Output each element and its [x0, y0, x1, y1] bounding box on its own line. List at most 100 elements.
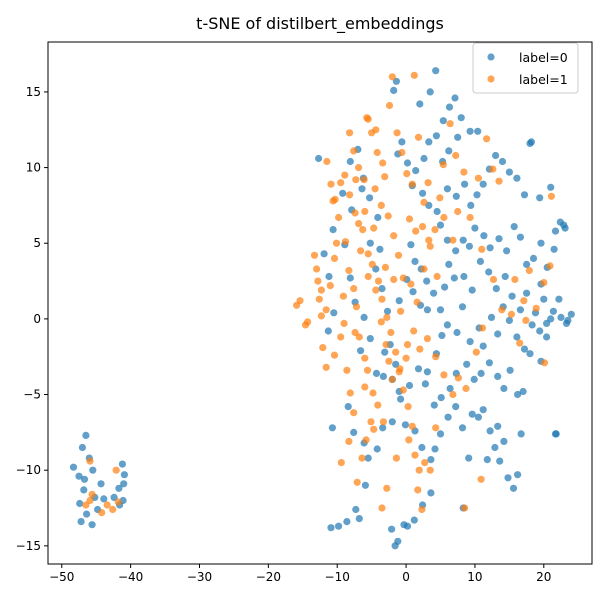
data-point-label-0	[414, 365, 423, 373]
data-point-label-1	[516, 339, 524, 347]
data-point-label-1	[388, 73, 396, 81]
data-point-label-1	[372, 286, 380, 294]
data-point-label-1	[525, 266, 533, 275]
data-point-label-1	[335, 213, 343, 222]
data-point-label-0	[419, 189, 427, 197]
data-point-label-1	[460, 168, 468, 176]
data-point-label-0	[526, 139, 534, 147]
data-point-label-1	[109, 505, 117, 514]
legend-marker-label-1	[487, 75, 495, 83]
data-point-label-1	[413, 298, 421, 306]
data-point-label-1	[489, 165, 497, 173]
data-point-label-1	[364, 250, 372, 258]
data-point-label-0	[443, 321, 451, 329]
data-point-label-0	[439, 117, 447, 125]
data-point-label-1	[478, 324, 487, 332]
data-point-label-1	[418, 505, 426, 514]
data-point-label-0	[517, 430, 525, 438]
data-point-label-0	[540, 295, 548, 303]
data-point-label-0	[436, 306, 445, 314]
data-point-label-0	[495, 235, 503, 243]
data-point-label-0	[355, 515, 363, 523]
data-point-label-0	[520, 345, 529, 353]
data-point-label-1	[373, 148, 381, 157]
data-point-label-0	[427, 489, 435, 497]
data-point-label-0	[483, 456, 491, 464]
data-point-label-0	[437, 394, 445, 402]
data-point-label-0	[110, 493, 118, 501]
data-point-label-1	[355, 164, 363, 172]
data-point-label-1	[313, 265, 321, 273]
data-point-label-0	[420, 154, 428, 163]
data-point-label-1	[390, 232, 398, 240]
data-point-label-1	[345, 266, 353, 275]
data-point-label-1	[370, 425, 378, 433]
data-point-label-0	[423, 368, 431, 376]
data-point-label-0	[381, 348, 389, 356]
data-point-label-0	[436, 221, 445, 229]
data-point-label-0	[445, 260, 453, 268]
data-point-label-1	[454, 374, 462, 382]
data-point-label-0	[520, 191, 529, 199]
data-point-label-0	[465, 242, 473, 250]
x-tick-label: −30	[187, 570, 212, 584]
data-point-label-1	[383, 313, 391, 321]
data-point-label-1	[330, 254, 339, 262]
series-label-0	[69, 67, 575, 550]
data-point-label-0	[503, 247, 511, 255]
data-point-label-1	[378, 504, 386, 512]
data-point-label-1	[424, 179, 432, 187]
data-point-label-1	[368, 260, 376, 268]
data-point-label-1	[410, 71, 418, 79]
data-point-label-0	[432, 67, 440, 75]
data-point-label-0	[504, 474, 512, 482]
data-point-label-1	[392, 454, 400, 462]
data-point-label-1	[359, 226, 367, 234]
data-point-label-1	[546, 262, 554, 270]
data-point-label-1	[329, 197, 337, 205]
data-point-label-1	[390, 275, 398, 284]
data-point-label-1	[360, 176, 368, 184]
data-point-label-0	[460, 272, 468, 281]
data-point-label-0	[470, 375, 478, 383]
y-tick-label: −5	[23, 388, 41, 402]
data-point-label-0	[430, 289, 438, 297]
data-point-label-0	[374, 213, 382, 222]
data-point-label-0	[552, 430, 560, 438]
data-point-label-0	[344, 403, 352, 411]
data-point-label-0	[453, 328, 461, 337]
data-point-label-0	[509, 484, 518, 492]
legend-label-0: label=0	[519, 50, 568, 65]
data-point-label-0	[352, 505, 360, 514]
data-point-label-0	[335, 522, 343, 530]
data-point-label-1	[337, 179, 345, 187]
data-point-label-1	[507, 310, 515, 318]
data-point-label-1	[439, 161, 447, 169]
data-point-label-1	[114, 498, 122, 506]
y-tick-label: 0	[33, 312, 41, 326]
data-point-label-0	[76, 499, 84, 508]
data-point-label-0	[486, 244, 494, 252]
data-point-label-0	[458, 424, 467, 432]
data-point-label-0	[536, 194, 544, 202]
data-point-label-1	[392, 348, 400, 356]
data-point-label-1	[399, 386, 407, 394]
y-tick-label: −15	[16, 539, 41, 553]
y-tick-label: 5	[33, 236, 41, 250]
data-point-label-0	[485, 268, 493, 276]
data-point-label-1	[363, 366, 372, 374]
data-point-label-0	[395, 297, 403, 305]
data-point-label-1	[322, 306, 330, 314]
data-point-label-1	[420, 198, 428, 206]
data-point-label-0	[376, 245, 384, 253]
data-point-label-1	[351, 328, 359, 337]
data-point-label-1	[357, 247, 365, 255]
data-point-label-1	[461, 504, 469, 512]
data-point-label-1	[346, 389, 354, 397]
data-point-label-1	[431, 226, 439, 234]
data-point-label-0	[373, 445, 381, 453]
x-tick-label: −50	[49, 570, 74, 584]
data-point-label-0	[357, 347, 365, 355]
x-tick-label: 10	[467, 570, 482, 584]
data-point-label-1	[414, 133, 423, 141]
